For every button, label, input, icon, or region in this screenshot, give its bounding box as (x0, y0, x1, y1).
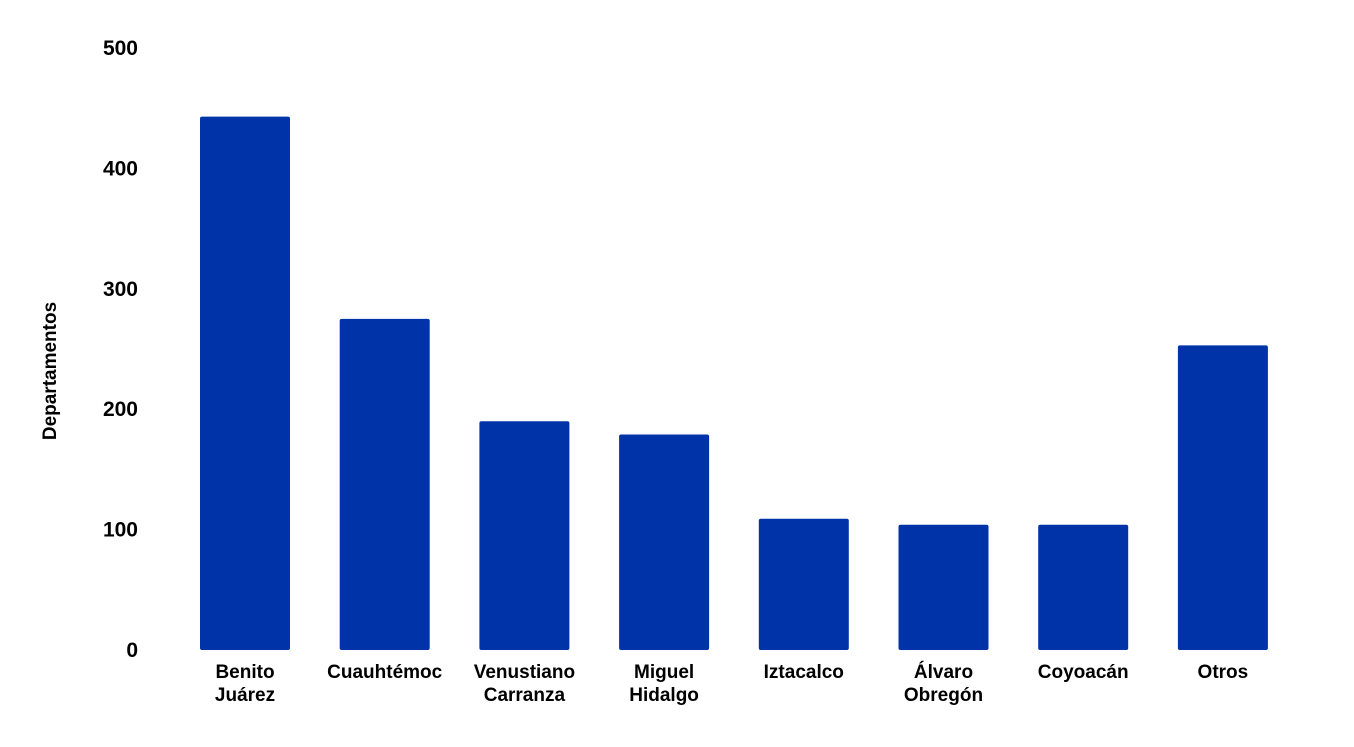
x-category-label: Venustiano Carranza (474, 662, 575, 706)
y-tick-label: 500 (103, 37, 138, 60)
x-category-label: Benito Juárez (215, 662, 275, 706)
bar (1038, 524, 1129, 650)
x-category-label-line: Carranza (484, 685, 566, 706)
bar (200, 116, 290, 651)
x-category-label: Álvaro Obregón (904, 661, 983, 706)
y-axis-title: Departamentos (40, 302, 61, 440)
x-category-label: Iztacalco (764, 662, 844, 683)
bar (479, 421, 570, 650)
y-tick-label: 0 (126, 639, 138, 662)
x-category-label-line: Coyoacán (1038, 662, 1129, 683)
x-category-label-line: Álvaro (914, 661, 973, 683)
bar (619, 434, 710, 650)
x-category-label: Otros (1198, 662, 1249, 683)
x-category-label-line: Juárez (215, 685, 275, 706)
y-tick-label: 100 (103, 519, 138, 542)
x-category-label-line: Iztacalco (764, 662, 844, 683)
bars-group (200, 116, 1268, 651)
bar (1177, 345, 1268, 650)
x-category-label-line: Miguel (634, 662, 694, 683)
x-axis-labels: Benito Juárez Cuauhtémoc Venustiano Carranza… (215, 661, 1248, 706)
x-category-label: Miguel Hidalgo (629, 662, 699, 706)
x-category-label: Coyoacán (1038, 662, 1129, 683)
y-tick-label: 400 (103, 157, 138, 180)
x-category-label-line: Hidalgo (629, 685, 699, 706)
bar (758, 518, 849, 650)
x-category-label-line: Obregón (904, 685, 983, 706)
x-category-label: Cuauhtémoc (327, 662, 443, 683)
x-category-label-line: Cuauhtémoc (327, 662, 443, 683)
x-category-label-line: Venustiano (474, 662, 575, 683)
bar (339, 318, 430, 650)
x-category-label-line: Otros (1198, 662, 1249, 683)
y-axis-ticks: 0 100 200 300 400 500 (103, 37, 138, 662)
bar (898, 524, 989, 650)
y-tick-label: 300 (103, 278, 138, 301)
x-category-label-line: Benito (215, 662, 274, 683)
y-tick-label: 200 (103, 398, 138, 421)
